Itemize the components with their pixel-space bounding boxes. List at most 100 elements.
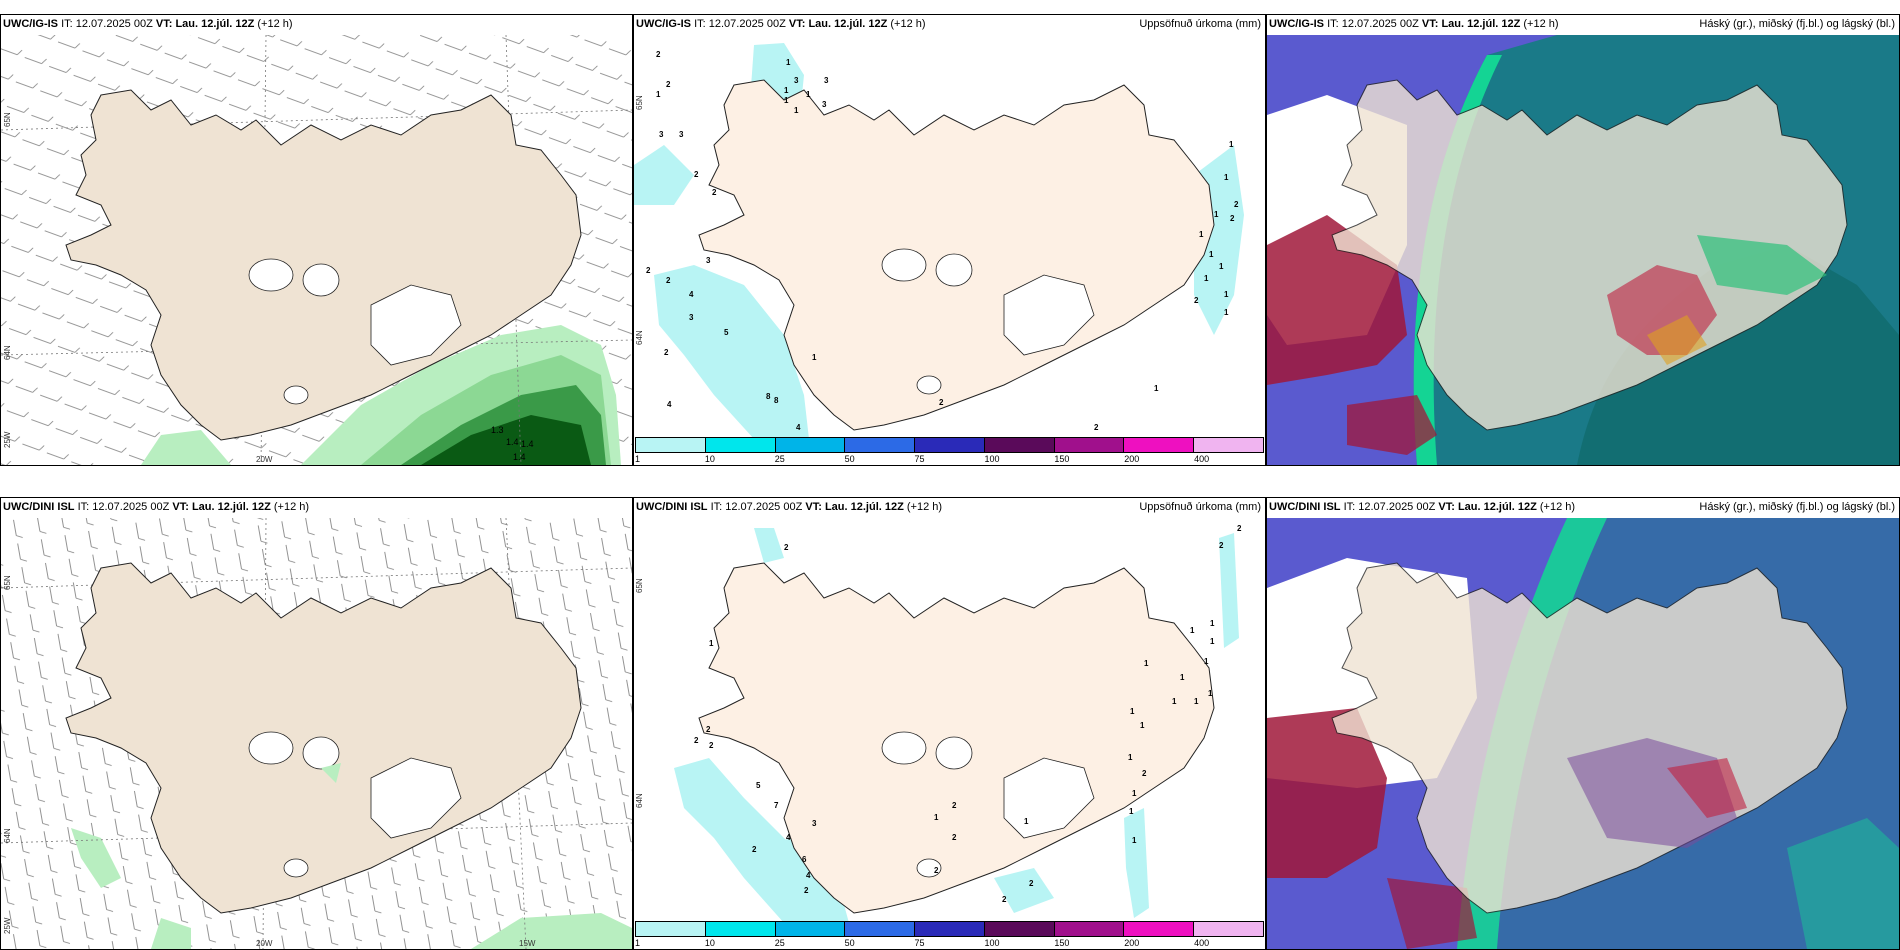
- map-panel-precip-top: UWC/IG-IS IT: 12.07.2025 00Z VT: Lau. 12…: [633, 14, 1266, 466]
- svg-text:2: 2: [1002, 895, 1007, 904]
- svg-text:1: 1: [1132, 789, 1137, 798]
- svg-text:6: 6: [802, 855, 807, 864]
- svg-text:1: 1: [1190, 626, 1195, 635]
- legend-swatch: [915, 922, 985, 936]
- legend-label: 100: [984, 938, 1000, 948]
- svg-text:2: 2: [1194, 296, 1199, 305]
- svg-text:3: 3: [679, 130, 684, 139]
- svg-text:2: 2: [752, 845, 757, 854]
- svg-text:3: 3: [812, 819, 817, 828]
- svg-text:2: 2: [1230, 214, 1235, 223]
- iceland-landmass: [65, 89, 582, 441]
- svg-text:2: 2: [784, 543, 789, 552]
- svg-text:1: 1: [934, 813, 939, 822]
- svg-text:2: 2: [1094, 423, 1099, 432]
- legend-swatch: [705, 922, 776, 936]
- svg-text:2: 2: [1237, 524, 1242, 533]
- legend-swatch: [775, 922, 846, 936]
- panel-title: UWC/DINI ISL IT: 12.07.2025 00Z VT: Lau.…: [1269, 501, 1576, 513]
- svg-text:1: 1: [1154, 384, 1159, 393]
- svg-text:1: 1: [784, 86, 789, 95]
- legend-label: 50: [844, 454, 855, 464]
- precip-labels: 2 2 1 2 2 5 7 3 4 6 2 4 2 1 2 1 2 2 2 2 …: [694, 524, 1242, 904]
- svg-text:2: 2: [664, 348, 669, 357]
- panel-subtitle: Háský (gr.), miðský (fj.bl.) og lágský (…: [1699, 18, 1895, 30]
- svg-text:1: 1: [1144, 659, 1149, 668]
- iceland-landmass: [698, 562, 1215, 914]
- svg-text:1: 1: [1224, 290, 1229, 299]
- svg-text:7: 7: [774, 801, 779, 810]
- precip-legend: 1 10 25 50 75 100 150 200 400: [635, 437, 1264, 464]
- legend-label: 200: [1124, 454, 1140, 464]
- svg-text:2: 2: [666, 80, 671, 89]
- legend-label: 1: [635, 938, 641, 948]
- legend-swatch: [984, 438, 1055, 452]
- svg-text:8: 8: [774, 396, 779, 405]
- svg-text:1: 1: [794, 106, 799, 115]
- legend-swatch: [1194, 922, 1264, 936]
- svg-text:5: 5: [756, 781, 761, 790]
- panel-subtitle: Háský (gr.), miðský (fj.bl.) og lágský (…: [1699, 501, 1895, 513]
- legend-swatch: [1054, 438, 1125, 452]
- svg-text:1: 1: [1129, 807, 1134, 816]
- svg-text:3: 3: [706, 256, 711, 265]
- panel-subtitle: Uppsöfnuð úrkoma (mm): [1139, 18, 1261, 30]
- svg-text:1: 1: [1194, 697, 1199, 706]
- svg-text:4: 4: [806, 871, 811, 880]
- svg-text:3: 3: [794, 76, 799, 85]
- svg-text:1: 1: [806, 90, 811, 99]
- legend-label: 400: [1194, 454, 1210, 464]
- lat-label: 25W: [3, 917, 12, 934]
- lat-label: 65N: [635, 578, 644, 593]
- lon-label: 15W: [519, 939, 536, 948]
- svg-text:2: 2: [694, 170, 699, 179]
- legend-label: 150: [1054, 454, 1070, 464]
- svg-text:1: 1: [656, 90, 661, 99]
- lat-label: 65N: [3, 575, 12, 590]
- svg-text:1.4: 1.4: [513, 452, 526, 462]
- svg-text:4: 4: [796, 423, 801, 432]
- legend-label: 25: [774, 938, 785, 948]
- panel-title: UWC/IG-IS IT: 12.07.2025 00Z VT: Lau. 12…: [3, 18, 293, 30]
- legend-label: 150: [1054, 938, 1070, 948]
- panel-subtitle: Uppsöfnuð úrkoma (mm): [1139, 501, 1261, 513]
- legend-swatch: [775, 438, 846, 452]
- svg-text:3: 3: [689, 313, 694, 322]
- legend-swatch: [1054, 922, 1125, 936]
- svg-text:1: 1: [1209, 250, 1214, 259]
- legend-label: 10: [704, 938, 715, 948]
- cloud-map: [1267, 518, 1899, 949]
- svg-text:1: 1: [1219, 262, 1224, 271]
- svg-text:1: 1: [812, 353, 817, 362]
- svg-text:1: 1: [1204, 657, 1209, 666]
- panel-title: UWC/IG-IS IT: 12.07.2025 00Z VT: Lau. 12…: [636, 18, 926, 30]
- legend-swatch: [705, 438, 776, 452]
- legend-label: 400: [1194, 938, 1210, 948]
- svg-text:1: 1: [1130, 707, 1135, 716]
- svg-text:2: 2: [1234, 200, 1239, 209]
- svg-text:1: 1: [1180, 673, 1185, 682]
- svg-text:1: 1: [1210, 637, 1215, 646]
- lat-label: 64N: [635, 330, 644, 345]
- legend-label: 100: [984, 454, 1000, 464]
- map-panel-wind-bottom: UWC/DINI ISL IT: 12.07.2025 00Z VT: Lau.…: [0, 497, 633, 950]
- svg-text:1: 1: [784, 96, 789, 105]
- cloud-map: [1267, 35, 1899, 465]
- svg-text:1: 1: [1214, 210, 1219, 219]
- legend-label: 1: [635, 454, 641, 464]
- precip-area: [71, 828, 121, 888]
- svg-text:1: 1: [1210, 619, 1215, 628]
- panel-title: UWC/IG-IS IT: 12.07.2025 00Z VT: Lau. 12…: [1269, 18, 1559, 30]
- map-panel-clouds-bottom: UWC/DINI ISL IT: 12.07.2025 00Z VT: Lau.…: [1266, 497, 1900, 950]
- svg-text:3: 3: [659, 130, 664, 139]
- svg-text:1.4: 1.4: [521, 439, 534, 449]
- svg-text:2: 2: [1219, 541, 1224, 550]
- svg-text:1: 1: [1204, 274, 1209, 283]
- svg-text:2: 2: [694, 736, 699, 745]
- legend-label: 200: [1124, 938, 1140, 948]
- svg-text:2: 2: [706, 725, 711, 734]
- svg-text:2: 2: [1029, 879, 1034, 888]
- svg-text:2: 2: [656, 50, 661, 59]
- precip-map: 2 1 2 1 3 3 1 3 1 1 1 3 3 2 2 3 2 4 5 2 …: [634, 35, 1265, 439]
- wind-map: [1, 518, 632, 949]
